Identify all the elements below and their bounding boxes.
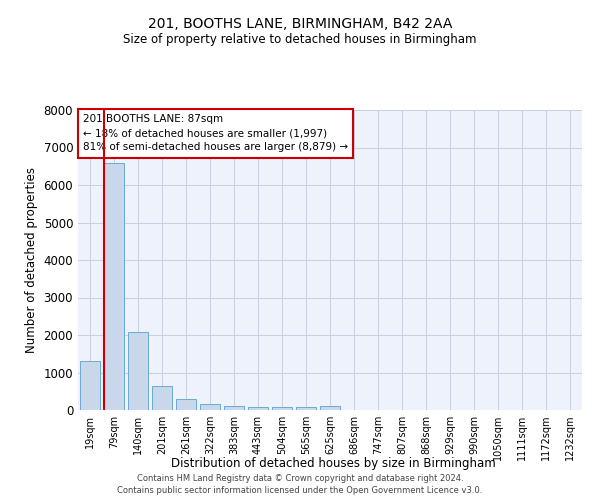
Bar [152, 386, 172, 410]
Text: Contains HM Land Registry data © Crown copyright and database right 2024.
Contai: Contains HM Land Registry data © Crown c… [118, 474, 482, 495]
Bar [80, 361, 100, 410]
Bar [272, 406, 292, 410]
Bar [200, 404, 220, 410]
Text: 201, BOOTHS LANE, BIRMINGHAM, B42 2AA: 201, BOOTHS LANE, BIRMINGHAM, B42 2AA [148, 18, 452, 32]
Text: 201 BOOTHS LANE: 87sqm
← 18% of detached houses are smaller (1,997)
81% of semi-: 201 BOOTHS LANE: 87sqm ← 18% of detached… [83, 114, 348, 152]
Bar [248, 407, 268, 410]
Bar [320, 406, 340, 410]
Bar [104, 162, 124, 410]
Text: Size of property relative to detached houses in Birmingham: Size of property relative to detached ho… [123, 32, 477, 46]
Bar [128, 332, 148, 410]
Y-axis label: Number of detached properties: Number of detached properties [25, 167, 38, 353]
Text: Distribution of detached houses by size in Birmingham: Distribution of detached houses by size … [170, 458, 496, 470]
Bar [296, 407, 316, 410]
Bar [224, 406, 244, 410]
Bar [176, 399, 196, 410]
